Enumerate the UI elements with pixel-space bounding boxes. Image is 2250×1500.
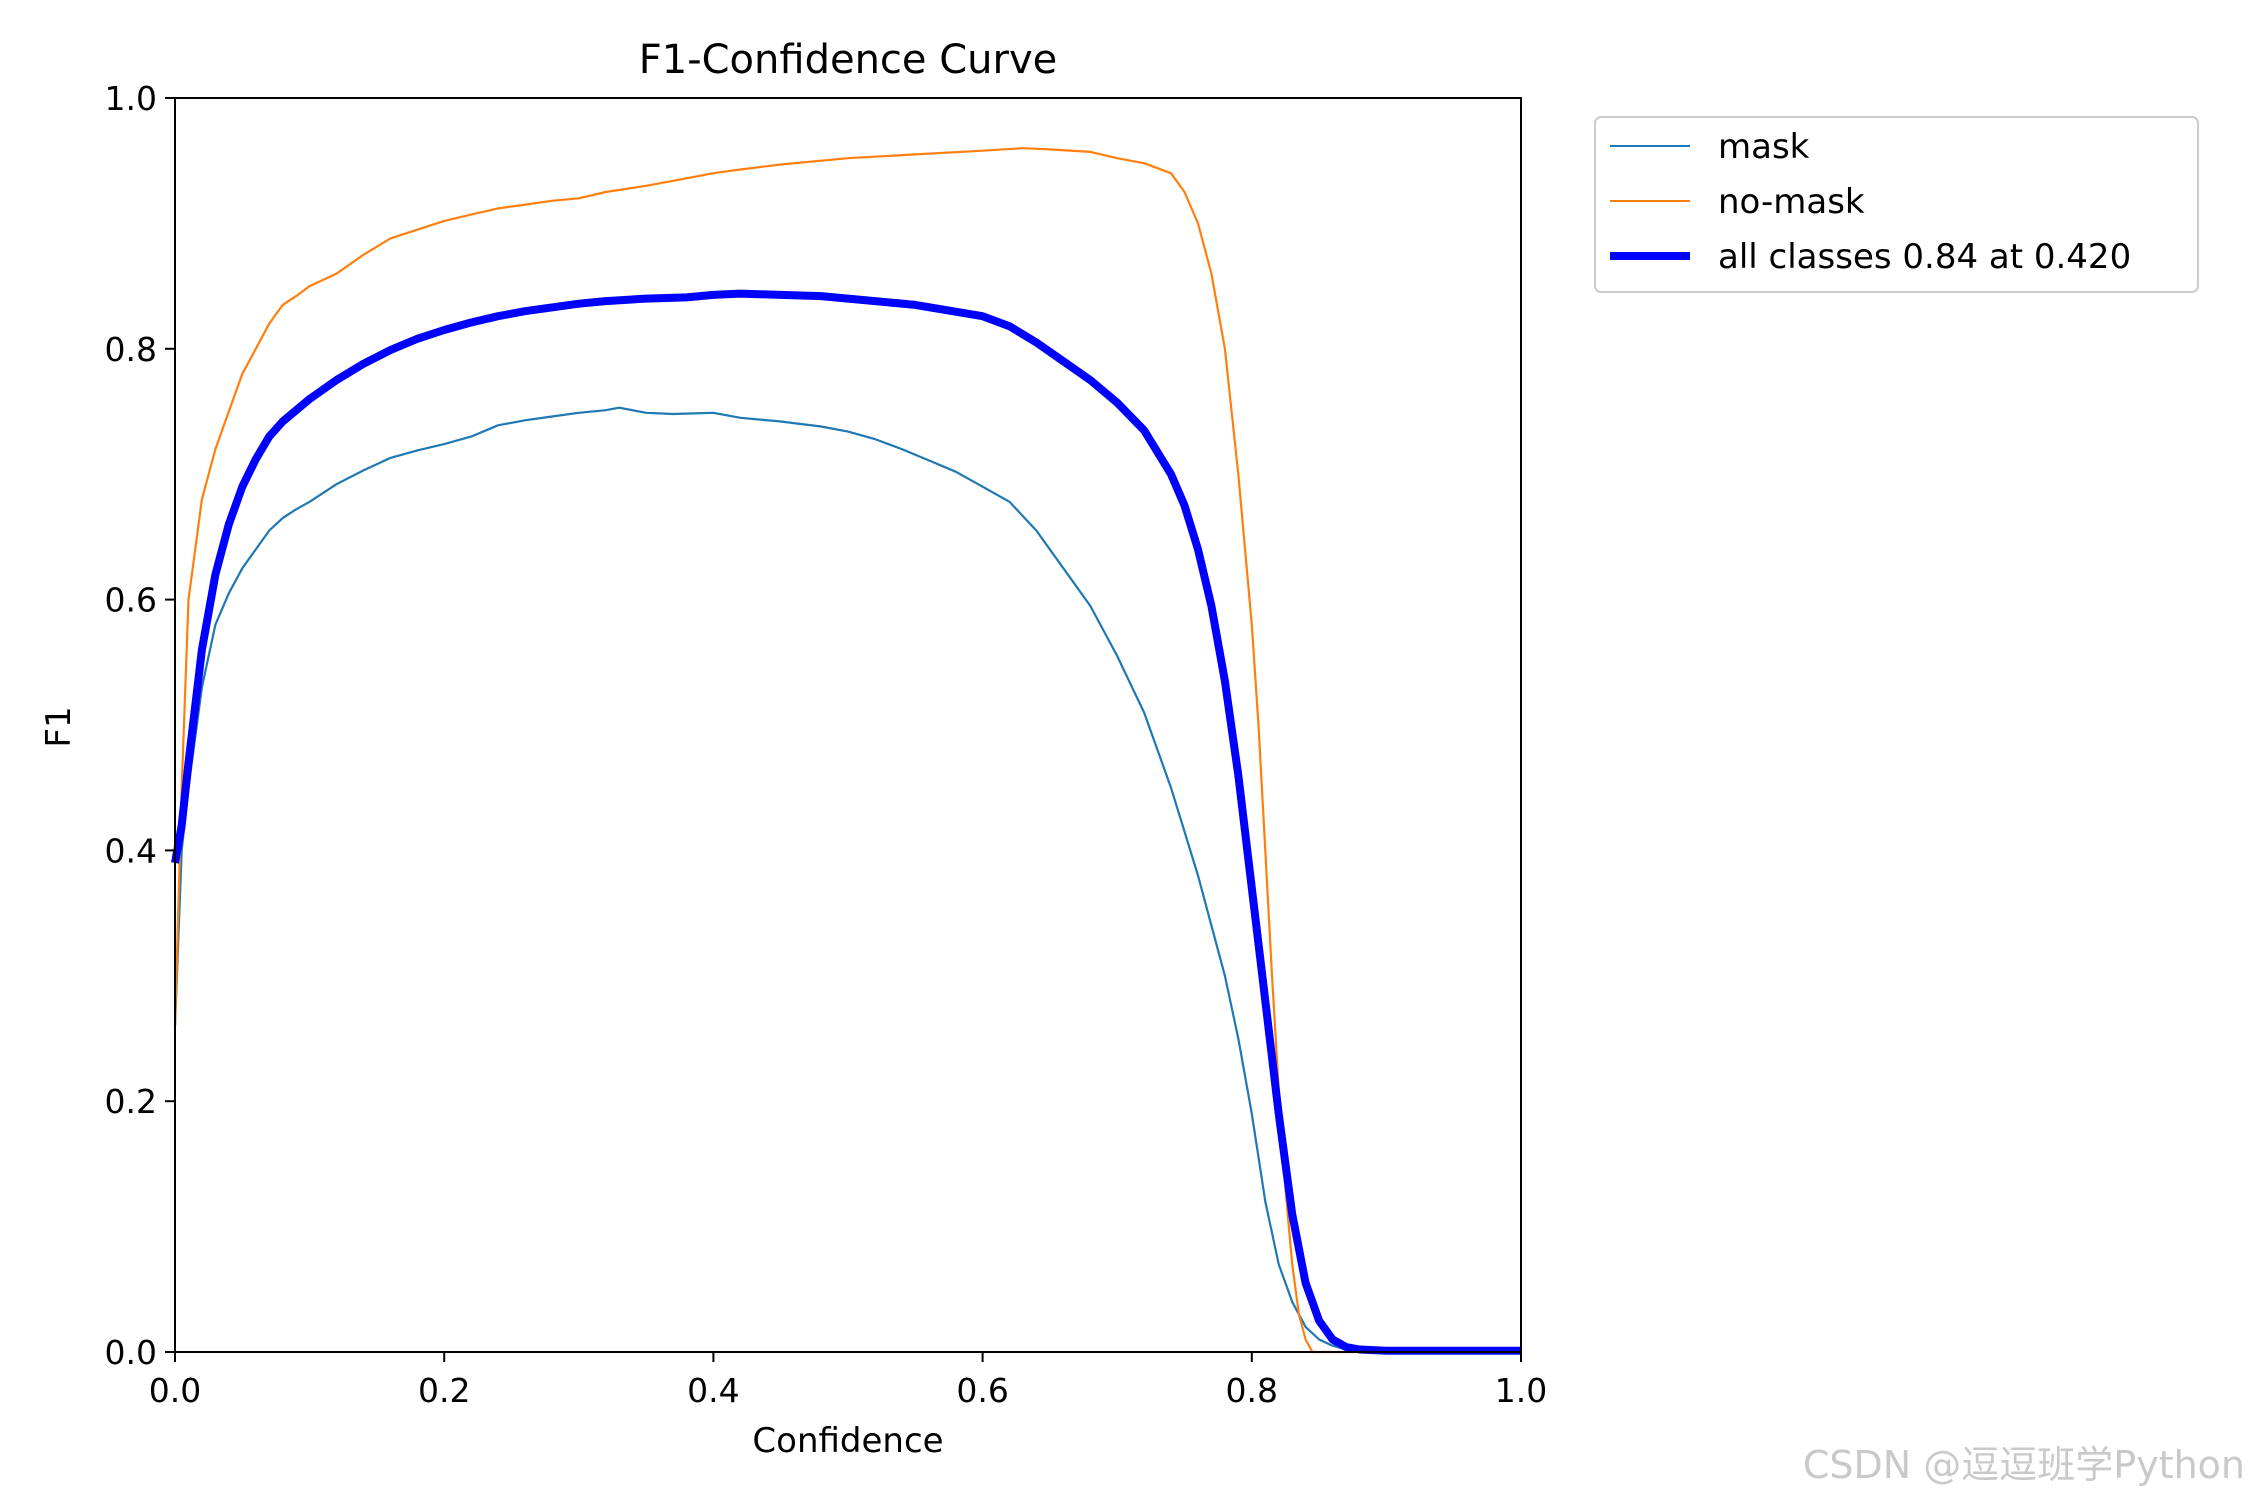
legend-box — [1594, 116, 2199, 293]
y-axis-label: F1 — [39, 706, 79, 747]
x-tick-label: 0.6 — [956, 1371, 1008, 1410]
x-axis: 0.0 0.2 0.4 0.6 0.8 1.0 — [149, 1352, 1547, 1410]
series-line-all-classes-0-84-at-0-420 — [171, 289, 1521, 1355]
watermark-text: CSDN @逗逗班学Python — [1803, 1443, 2245, 1487]
y-tick-label: 0.4 — [105, 831, 157, 870]
y-tick-label: 1.0 — [105, 79, 157, 118]
x-tick-label: 0.0 — [149, 1371, 201, 1410]
series-line-no-mask — [173, 147, 1521, 1354]
y-axis: 0.0 0.2 0.4 0.6 0.8 1.0 — [105, 79, 175, 1372]
legend: mask no-mask all classes 0.84 at 0.420 — [1594, 116, 2199, 293]
plot-frame — [174, 97, 1522, 1353]
chart-title: F1-Confidence Curve — [639, 37, 1058, 83]
x-tick-label: 0.2 — [418, 1371, 470, 1410]
legend-label-all-classes: all classes 0.84 at 0.420 — [1718, 237, 2131, 277]
x-tick-label: 0.8 — [1226, 1371, 1278, 1410]
legend-label-mask: mask — [1718, 127, 1810, 167]
x-axis-label: Confidence — [752, 1421, 943, 1461]
series-layer — [171, 147, 1521, 1355]
y-tick-label: 0.0 — [105, 1333, 157, 1372]
y-tick-label: 0.8 — [105, 330, 157, 369]
y-tick-label: 0.6 — [105, 581, 157, 620]
x-tick-label: 0.4 — [687, 1371, 739, 1410]
legend-label-no-mask: no-mask — [1718, 182, 1865, 222]
series-line-mask — [173, 406, 1521, 1354]
x-tick-label: 1.0 — [1495, 1371, 1547, 1410]
y-tick-label: 0.2 — [105, 1082, 157, 1121]
